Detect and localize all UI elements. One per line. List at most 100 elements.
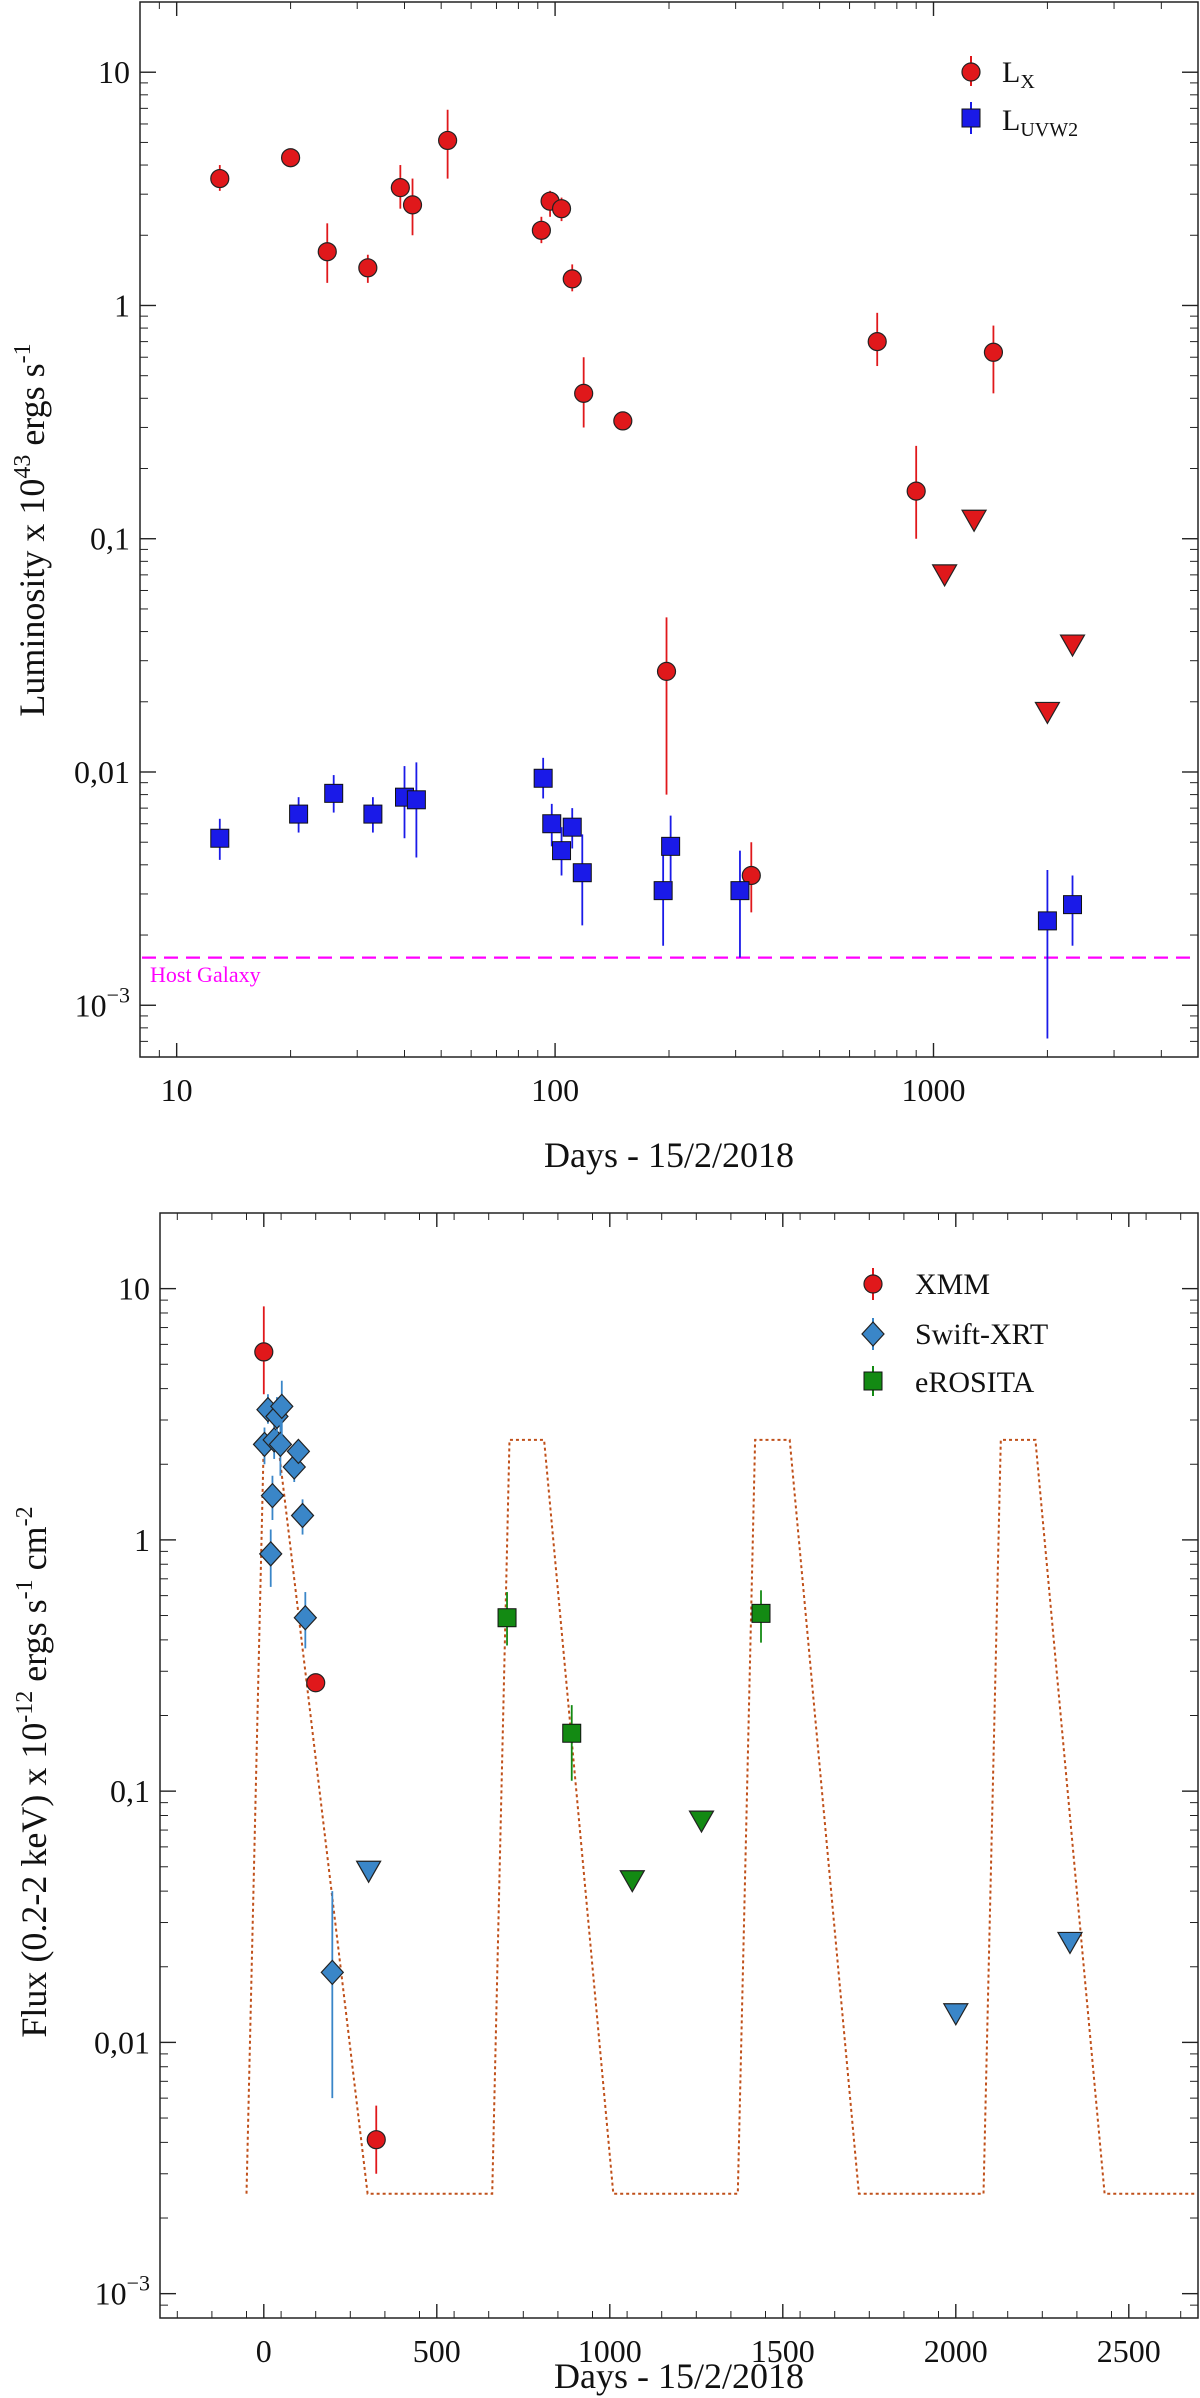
l-uvw2-point — [289, 804, 309, 824]
y-tick-label: 1 — [134, 1522, 150, 1558]
l-uvw2-point — [572, 863, 592, 883]
l-x-point — [983, 342, 1004, 362]
bottom-ylabel-exp3: -2 — [12, 1506, 38, 1526]
y-tick-label: 10−3 — [95, 2271, 150, 2312]
x-tick-label: 2000 — [924, 2333, 988, 2369]
l-uvw2-point — [730, 881, 750, 901]
y-tick-label: 0,01 — [94, 2024, 150, 2060]
l-x-point — [531, 220, 551, 240]
l-x-point — [210, 168, 230, 189]
l-x-point — [551, 199, 572, 219]
swift-xrt-point — [258, 1540, 283, 1567]
legend-lx-label: LX — [1002, 56, 1035, 93]
swift-xrt-point — [293, 1604, 318, 1631]
top-legend: LX LUVW2 — [961, 56, 1078, 141]
swift-xrt-point — [320, 1959, 345, 1986]
y-tick-label-base: 10 — [75, 987, 107, 1023]
l-x-upper-limits-point — [961, 509, 988, 533]
l-x-point — [613, 411, 633, 431]
y-tick-label: 0,1 — [110, 1773, 150, 1809]
y-tick-label-base: 10 — [95, 2276, 127, 2312]
l-x-point — [317, 242, 337, 262]
top-ylabel-exp: 43 — [10, 455, 36, 479]
legend-xmm-circle-marker — [863, 1274, 883, 1294]
bottom-y-axis-title: Flux (0.2-2 keV) x 10-12 ergs s-1 cm-2 — [12, 1506, 54, 2037]
legend-uvw2-main: L — [1002, 104, 1020, 137]
l-uvw2-point — [542, 814, 562, 834]
bottom-ylabel-rest: ergs s — [14, 1599, 54, 1690]
x-tick-label: 1000 — [578, 2333, 642, 2369]
x-tick-label: 0 — [256, 2333, 272, 2369]
l-x-point — [906, 481, 926, 501]
x-tick-label: 1500 — [751, 2333, 815, 2369]
bottom-data-marks — [252, 1306, 1084, 2174]
bottom-ylabel-exp2: -1 — [12, 1579, 38, 1599]
x-tick-label: 500 — [413, 2333, 461, 2369]
legend-erosita-square-marker — [863, 1371, 883, 1391]
bottom-ylabel-main: Flux (0.2-2 keV) x 10 — [14, 1723, 54, 2038]
erosita-point — [751, 1603, 771, 1623]
erosita-point — [497, 1608, 517, 1628]
legend-lx-circle-marker — [961, 62, 981, 82]
y-tick-label: 1 — [114, 287, 130, 323]
l-uvw2-point — [661, 836, 681, 856]
l-x-point — [867, 332, 887, 352]
l-x-point — [402, 195, 423, 215]
legend-lx-sub: X — [1020, 71, 1035, 93]
x-tick-label: 1000 — [902, 1072, 966, 1108]
y-tick-label: 0,01 — [74, 754, 130, 790]
legend-swift-diamond-marker — [861, 1321, 885, 1347]
bottom-x-axis-title: Days - 15/2/2018 — [554, 2356, 804, 2396]
y-tick-label: 0,1 — [90, 521, 130, 557]
y-tick-label: 10 — [118, 1271, 150, 1307]
top-ylabel-exp2: -1 — [10, 343, 36, 363]
l-x-point — [656, 661, 677, 681]
l-uvw2-point — [324, 783, 344, 803]
x-tick-label: 10 — [161, 1072, 193, 1108]
legend-erosita-label: eROSITA — [915, 1366, 1035, 1399]
l-uvw2-point — [552, 841, 572, 861]
l-x-point — [741, 865, 761, 886]
top-data-marks — [210, 109, 1086, 1039]
xmm-point — [306, 1673, 326, 1693]
l-x-point — [358, 258, 378, 278]
legend-xmm-label: XMM — [915, 1268, 990, 1301]
xmm-point — [366, 2130, 386, 2150]
l-uvw2-point — [406, 790, 426, 810]
y-tick-label: 10 — [98, 54, 130, 90]
l-x-point — [438, 130, 458, 151]
swift-xrt-upper-limits-point — [942, 2003, 969, 2026]
l-x-point — [562, 269, 582, 289]
swift-xrt-upper-limits-point — [355, 1860, 382, 1884]
host-galaxy-label: Host Galaxy — [150, 962, 261, 987]
swift-xrt-point — [260, 1482, 285, 1509]
l-x-point — [280, 148, 301, 168]
l-uvw2-point — [1037, 911, 1057, 931]
legend-swift-label: Swift-XRT — [915, 1318, 1048, 1351]
legend-uvw2-label: LUVW2 — [1002, 104, 1078, 141]
erosita-upper-limits-point — [619, 1870, 646, 1893]
model-curve-line — [245, 1438, 1197, 2195]
y-tick-label: 10−3 — [75, 982, 130, 1023]
model-curve-group — [245, 1438, 1197, 2195]
l-x-upper-limits-point — [931, 564, 958, 588]
swift-xrt-point — [290, 1502, 315, 1529]
x-tick-label: 100 — [531, 1072, 579, 1108]
xmm-point — [254, 1342, 274, 1362]
l-uvw2-point — [1063, 895, 1083, 915]
erosita-upper-limits-point — [688, 1810, 715, 1834]
l-uvw2-point — [533, 768, 553, 788]
erosita-point — [562, 1723, 582, 1743]
l-x-upper-limits-point — [1034, 701, 1061, 725]
l-uvw2-point — [562, 817, 582, 837]
swift-xrt-point — [286, 1438, 311, 1465]
l-uvw2-point — [210, 828, 230, 848]
swift-xrt-upper-limits-point — [1056, 1931, 1084, 1955]
l-x-upper-limits-point — [1059, 634, 1086, 658]
y-tick-label-exp: −3 — [107, 982, 130, 1007]
